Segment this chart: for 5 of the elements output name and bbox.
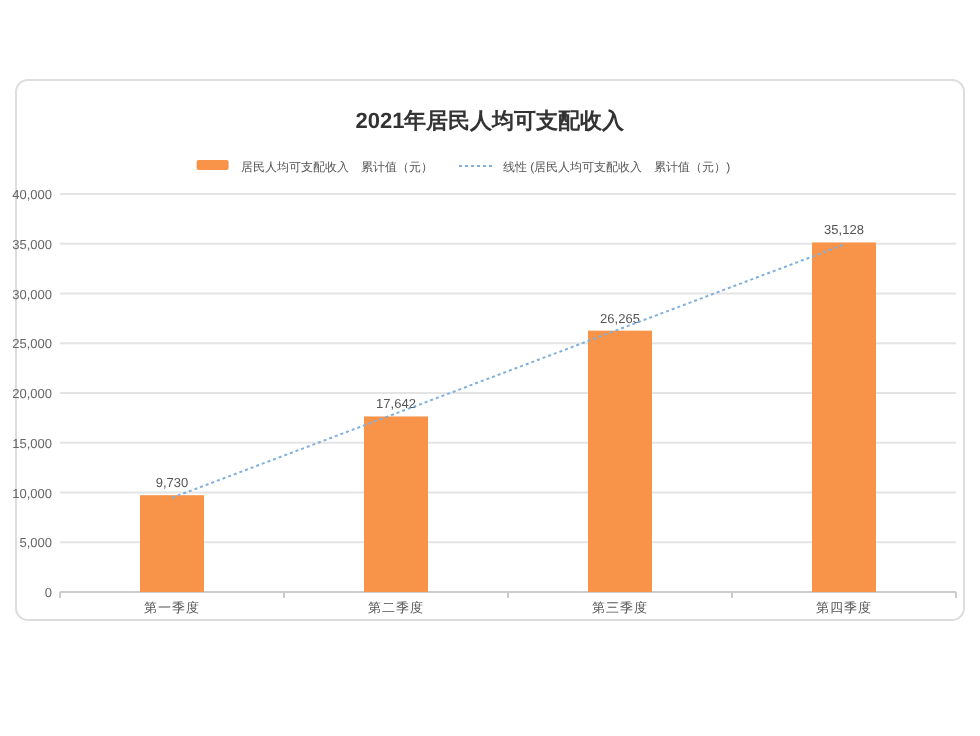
bar bbox=[812, 242, 876, 592]
bar bbox=[364, 416, 428, 592]
bar bbox=[588, 330, 652, 592]
bar bbox=[140, 495, 204, 592]
chart-title: 2021年居民人均可支配收入 bbox=[355, 108, 627, 134]
